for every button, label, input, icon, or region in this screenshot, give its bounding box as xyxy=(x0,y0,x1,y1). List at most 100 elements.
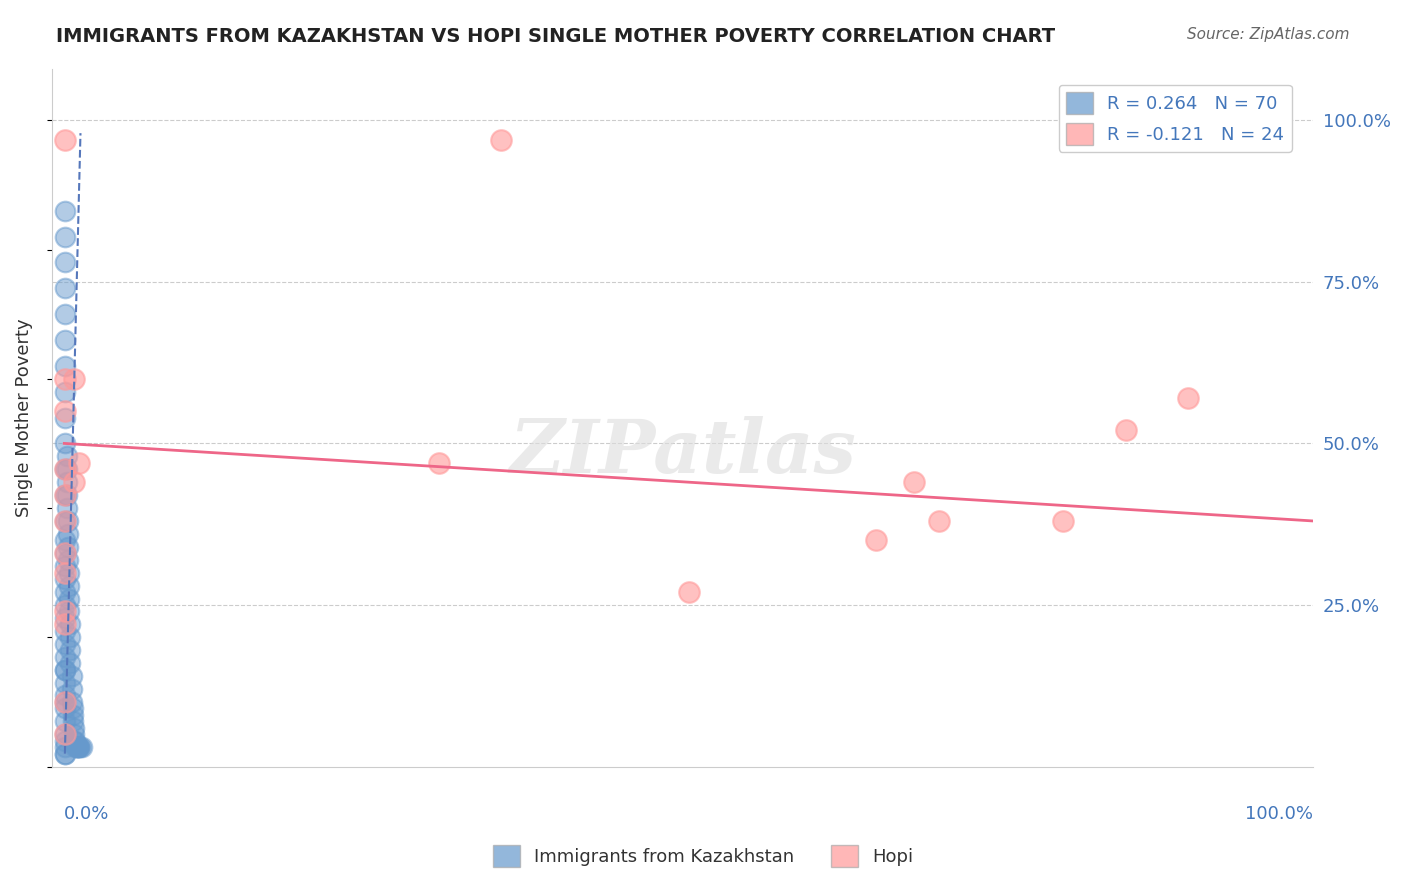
Point xyxy=(55,203,77,218)
Point xyxy=(1052,514,1074,528)
Point xyxy=(63,372,86,386)
Point xyxy=(928,514,950,528)
Point xyxy=(55,404,77,418)
Point xyxy=(55,281,77,295)
Point xyxy=(70,740,93,755)
Point xyxy=(55,514,77,528)
Point xyxy=(60,669,83,683)
Point xyxy=(55,585,77,599)
Point xyxy=(55,462,77,476)
Point xyxy=(67,740,90,755)
Text: 0.0%: 0.0% xyxy=(65,805,110,823)
Point xyxy=(55,546,77,560)
Point xyxy=(55,663,77,677)
Point xyxy=(55,701,77,715)
Point xyxy=(55,733,77,747)
Point xyxy=(56,540,79,554)
Point xyxy=(66,740,89,755)
Point xyxy=(55,546,77,560)
Point xyxy=(55,675,77,690)
Point xyxy=(55,714,77,729)
Point xyxy=(58,579,80,593)
Point xyxy=(55,133,77,147)
Text: Source: ZipAtlas.com: Source: ZipAtlas.com xyxy=(1187,27,1350,42)
Text: ZIPatlas: ZIPatlas xyxy=(509,417,856,489)
Point xyxy=(69,740,91,755)
Point xyxy=(63,733,86,747)
Point xyxy=(55,727,77,741)
Point xyxy=(55,255,77,269)
Point xyxy=(67,456,90,470)
Point xyxy=(55,663,77,677)
Text: 100.0%: 100.0% xyxy=(1246,805,1313,823)
Point xyxy=(62,701,84,715)
Point xyxy=(55,727,77,741)
Point xyxy=(55,410,77,425)
Point xyxy=(55,229,77,244)
Point xyxy=(56,553,79,567)
Point xyxy=(55,747,77,761)
Point xyxy=(59,630,82,644)
Point xyxy=(58,591,80,606)
Point xyxy=(55,624,77,638)
Point xyxy=(55,566,77,580)
Legend: R = 0.264   N = 70, R = -0.121   N = 24: R = 0.264 N = 70, R = -0.121 N = 24 xyxy=(1059,85,1292,152)
Point xyxy=(678,585,700,599)
Point xyxy=(66,740,89,755)
Point xyxy=(59,656,82,670)
Point xyxy=(55,747,77,761)
Point xyxy=(55,462,77,476)
Point xyxy=(58,604,80,618)
Point xyxy=(55,695,77,709)
Point xyxy=(491,133,513,147)
Point xyxy=(55,617,77,632)
Point xyxy=(55,649,77,664)
Legend: Immigrants from Kazakhstan, Hopi: Immigrants from Kazakhstan, Hopi xyxy=(485,838,921,874)
Point xyxy=(55,689,77,703)
Y-axis label: Single Mother Poverty: Single Mother Poverty xyxy=(15,318,32,516)
Point xyxy=(55,372,77,386)
Point xyxy=(55,740,77,755)
Point xyxy=(1115,424,1137,438)
Point xyxy=(66,740,89,755)
Point xyxy=(55,695,77,709)
Point xyxy=(63,727,86,741)
Point xyxy=(56,514,79,528)
Point xyxy=(59,643,82,657)
Point xyxy=(55,488,77,502)
Point xyxy=(55,359,77,373)
Point xyxy=(60,695,83,709)
Point xyxy=(55,598,77,612)
Point xyxy=(55,533,77,548)
Point xyxy=(55,637,77,651)
Point xyxy=(55,436,77,450)
Point xyxy=(55,501,77,516)
Point xyxy=(55,450,77,464)
Point xyxy=(55,559,77,574)
Point xyxy=(65,733,87,747)
Point xyxy=(65,740,87,755)
Point xyxy=(56,527,79,541)
Point xyxy=(55,384,77,399)
Point xyxy=(59,617,82,632)
Point xyxy=(55,462,77,476)
Point xyxy=(55,488,77,502)
Point xyxy=(55,572,77,586)
Point xyxy=(427,456,450,470)
Point xyxy=(55,333,77,347)
Point xyxy=(903,475,925,490)
Point xyxy=(55,604,77,618)
Text: IMMIGRANTS FROM KAZAKHSTAN VS HOPI SINGLE MOTHER POVERTY CORRELATION CHART: IMMIGRANTS FROM KAZAKHSTAN VS HOPI SINGL… xyxy=(56,27,1056,45)
Point xyxy=(62,714,84,729)
Point xyxy=(63,475,86,490)
Point xyxy=(58,566,80,580)
Point xyxy=(55,307,77,321)
Point xyxy=(865,533,887,548)
Point xyxy=(1177,391,1199,405)
Point xyxy=(66,740,89,755)
Point xyxy=(62,707,84,722)
Point xyxy=(63,721,86,735)
Point xyxy=(55,611,77,625)
Point xyxy=(60,681,83,696)
Point xyxy=(55,514,77,528)
